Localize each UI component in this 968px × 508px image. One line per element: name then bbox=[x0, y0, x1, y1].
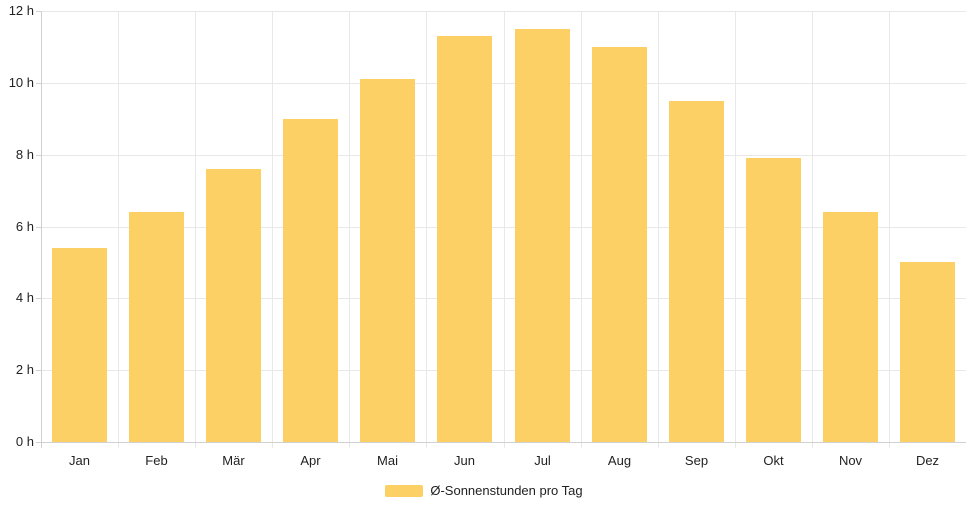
y-axis-label-8h: 8 h bbox=[15, 147, 34, 162]
y-axis-tick-2h bbox=[36, 370, 41, 371]
gridline-vertical-7 bbox=[581, 11, 582, 448]
x-axis-label-sep: Sep bbox=[684, 453, 709, 468]
gridline-vertical-6 bbox=[504, 11, 505, 448]
bar-nov[interactable] bbox=[823, 212, 878, 442]
x-axis-label-jun: Jun bbox=[454, 453, 475, 468]
gridline-horizontal-12h bbox=[41, 11, 966, 12]
gridline-vertical-3 bbox=[272, 11, 273, 448]
x-axis-label-mai: Mai bbox=[377, 453, 398, 468]
gridline-vertical-1 bbox=[118, 11, 119, 448]
y-axis-label-12h: 12 h bbox=[8, 3, 34, 18]
x-axis-label-okt: Okt bbox=[763, 453, 784, 468]
bar-jun[interactable] bbox=[437, 36, 492, 442]
y-axis-tick-12h bbox=[36, 11, 41, 12]
bar-aug[interactable] bbox=[592, 47, 647, 442]
y-axis-line bbox=[41, 11, 42, 448]
gridline-horizontal-6h bbox=[41, 227, 966, 228]
gridline-horizontal-8h bbox=[41, 155, 966, 156]
x-axis-label-feb: Feb bbox=[145, 453, 168, 468]
x-axis-label-nov: Nov bbox=[838, 453, 863, 468]
gridline-vertical-8 bbox=[658, 11, 659, 448]
gridline-horizontal-10h bbox=[41, 83, 966, 84]
bar-okt[interactable] bbox=[746, 158, 801, 442]
x-axis-label-jan: Jan bbox=[69, 453, 90, 468]
x-axis-label-apr: Apr bbox=[300, 453, 321, 468]
legend[interactable]: Ø-Sonnenstunden pro Tag bbox=[0, 482, 968, 500]
bar-sep[interactable] bbox=[669, 101, 724, 442]
y-axis-label-2h: 2 h bbox=[15, 362, 34, 377]
gridline-horizontal-2h bbox=[41, 370, 966, 371]
x-axis-label-dez: Dez bbox=[915, 453, 940, 468]
gridline-vertical-2 bbox=[195, 11, 196, 448]
gridline-vertical-9 bbox=[735, 11, 736, 448]
bar-feb[interactable] bbox=[129, 212, 184, 442]
gridline-vertical-4 bbox=[349, 11, 350, 448]
bar-jul[interactable] bbox=[515, 29, 570, 442]
bar-dez[interactable] bbox=[900, 262, 955, 442]
gridline-vertical-10 bbox=[812, 11, 813, 448]
y-axis-label-6h: 6 h bbox=[15, 219, 34, 234]
x-axis-line bbox=[41, 442, 966, 443]
gridline-vertical-11 bbox=[889, 11, 890, 448]
bar-jan[interactable] bbox=[52, 248, 107, 442]
y-axis-label-4h: 4 h bbox=[15, 290, 34, 305]
bar-apr[interactable] bbox=[283, 119, 338, 442]
legend-swatch bbox=[385, 485, 424, 497]
y-axis-label-0h: 0 h bbox=[15, 434, 34, 449]
x-axis-label-aug: Aug bbox=[607, 453, 632, 468]
y-axis-tick-8h bbox=[36, 155, 41, 156]
gridline-horizontal-4h bbox=[41, 298, 966, 299]
bar-mai[interactable] bbox=[360, 79, 415, 442]
gridline-vertical-5 bbox=[426, 11, 427, 448]
legend-label: Ø-Sonnenstunden pro Tag bbox=[430, 483, 583, 498]
x-axis-label-mar: Mär bbox=[222, 453, 245, 468]
y-axis-tick-6h bbox=[36, 227, 41, 228]
y-axis-label-10h: 10 h bbox=[8, 75, 34, 90]
bar-mar[interactable] bbox=[206, 169, 261, 442]
y-axis-tick-4h bbox=[36, 298, 41, 299]
x-axis-label-jul: Jul bbox=[534, 453, 551, 468]
y-axis-tick-0h bbox=[36, 442, 41, 443]
y-axis-tick-10h bbox=[36, 83, 41, 84]
